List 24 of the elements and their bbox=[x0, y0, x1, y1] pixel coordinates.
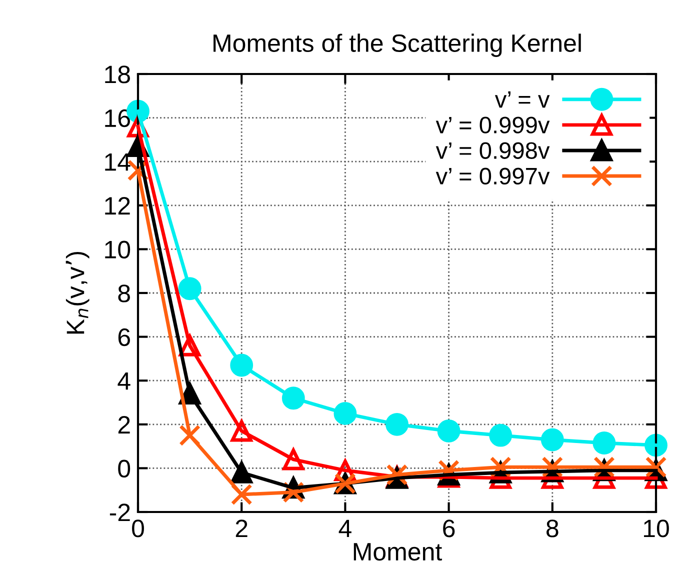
y-tick-label: -2 bbox=[110, 504, 130, 522]
legend-label: v’ = 0.999v bbox=[436, 116, 550, 134]
legend-label: v’ = 0.998v bbox=[436, 142, 550, 159]
x-tick-label: 6 bbox=[443, 520, 455, 538]
y-tick-label: 16 bbox=[105, 109, 130, 128]
y-tick-label: 0 bbox=[118, 460, 130, 478]
y-axis-title: K$_{n}$(v,v’) bbox=[66, 252, 90, 334]
y-tick-label: 6 bbox=[118, 328, 130, 346]
y-tick-label: 14 bbox=[105, 153, 130, 171]
x-tick-label: 4 bbox=[338, 520, 352, 538]
y-tick-label: 12 bbox=[105, 197, 130, 214]
x-tick-label: 10 bbox=[644, 520, 669, 538]
chart-title: Moments of the Scattering Kernel bbox=[214, 34, 581, 57]
y-tick-label: 18 bbox=[105, 66, 130, 84]
y-tick-label: 2 bbox=[118, 416, 130, 434]
y-tick-label: 8 bbox=[118, 284, 130, 302]
x-tick-label: 0 bbox=[132, 520, 144, 538]
x-axis-title: Moment bbox=[354, 543, 442, 561]
y-tick-label: 4 bbox=[118, 372, 130, 390]
x-tick-label: 8 bbox=[546, 520, 558, 538]
x-tick-label: 2 bbox=[236, 520, 248, 538]
legend-label: v’ = v bbox=[494, 91, 550, 108]
y-tick-label: 10 bbox=[105, 240, 130, 259]
legend-label: v’ = 0.997v bbox=[436, 168, 550, 185]
